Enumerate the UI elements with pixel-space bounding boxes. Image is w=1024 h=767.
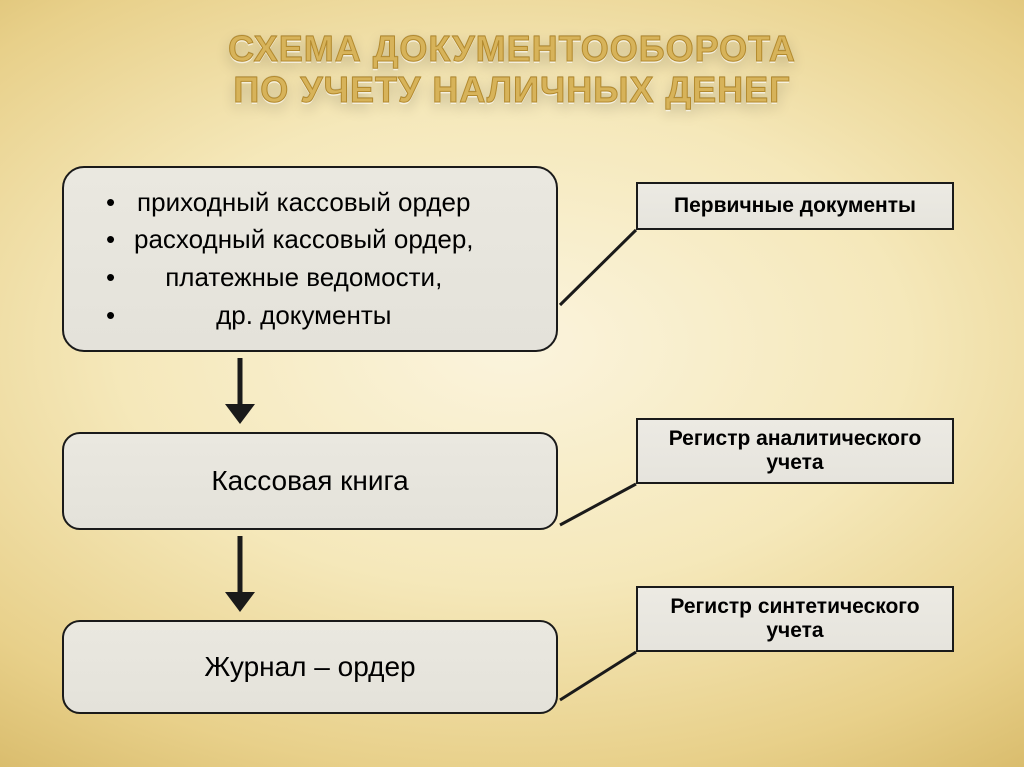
list-item: платежные ведомости, xyxy=(98,259,474,297)
node-journal-order: Журнал – ордер xyxy=(62,620,558,714)
label-analytical-register: Регистр аналитического учета xyxy=(636,418,954,484)
list-item: расходный кассовый ордер, xyxy=(98,221,474,259)
list-item: др. документы xyxy=(98,297,474,335)
label-synthetic-register: Регистр синтетического учета xyxy=(636,586,954,652)
label-primary-documents: Первичные документы xyxy=(636,182,954,230)
primary-documents-list: приходный кассовый ордер расходный кассо… xyxy=(98,184,474,335)
cash-book-label: Кассовая книга xyxy=(211,465,408,497)
label-text: Регистр синтетического учета xyxy=(656,595,934,643)
label-text: Регистр аналитического учета xyxy=(656,427,934,475)
label-text: Первичные документы xyxy=(674,194,916,218)
page-title: СХЕМА ДОКУМЕНТООБОРОТА ПО УЧЕТУ НАЛИЧНЫХ… xyxy=(0,0,1024,111)
node-primary-documents: приходный кассовый ордер расходный кассо… xyxy=(62,166,558,352)
title-line-2: ПО УЧЕТУ НАЛИЧНЫХ ДЕНЕГ xyxy=(0,69,1024,110)
list-item: приходный кассовый ордер xyxy=(98,184,474,222)
node-cash-book: Кассовая книга xyxy=(62,432,558,530)
journal-order-label: Журнал – ордер xyxy=(204,651,415,683)
title-line-1: СХЕМА ДОКУМЕНТООБОРОТА xyxy=(0,28,1024,69)
